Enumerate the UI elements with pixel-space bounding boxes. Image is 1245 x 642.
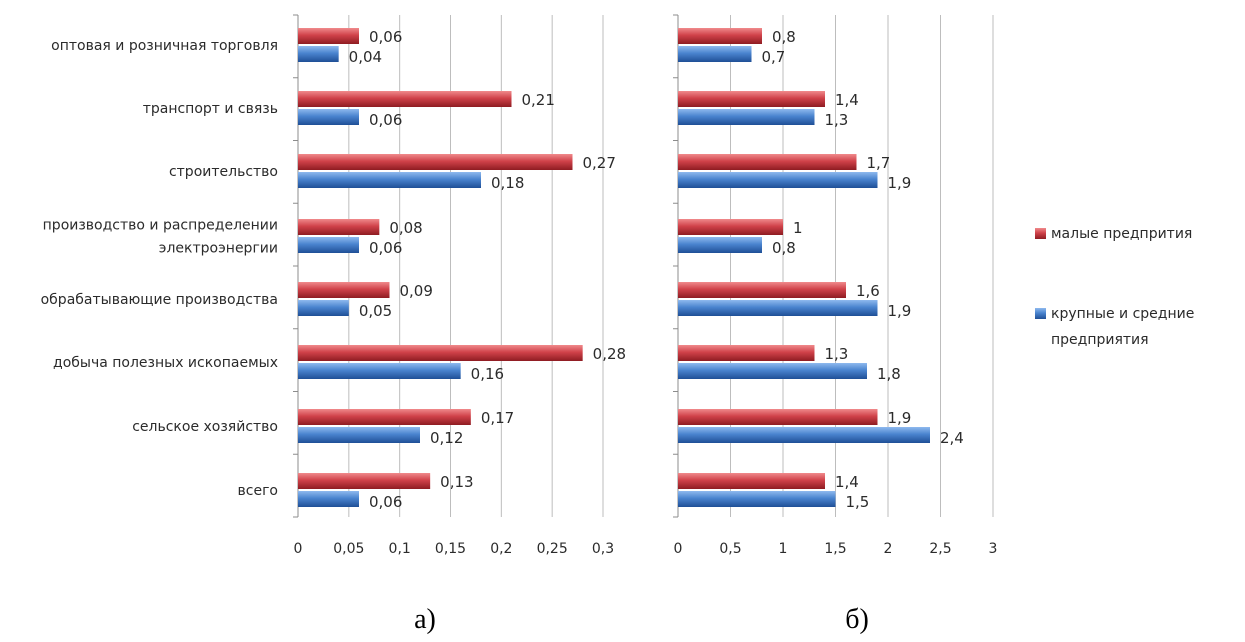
panel-b-value-label: 1,9 [888, 174, 912, 192]
panel-b-value-label: 0,8 [772, 28, 796, 46]
panel-b-value-label: 1,9 [888, 409, 912, 427]
panel-a-value-label: 0,16 [471, 365, 504, 383]
category-label: электроэнергии [159, 241, 278, 257]
panel-a-value-label: 0,17 [481, 409, 514, 427]
panel-b-bar-large [678, 427, 930, 443]
panel-b-tick-label: 1,5 [824, 541, 846, 557]
panel-b-bar-large [678, 363, 867, 379]
legend-swatch-large [1035, 308, 1046, 319]
panel-a-value-label: 0,06 [369, 493, 402, 511]
panel-a-value-label: 0,28 [593, 345, 626, 363]
legend: малые предпрития крупные и средние предпри… [1035, 226, 1194, 348]
panel-a-bar-small [298, 154, 573, 170]
panel-b-value-label: 0,7 [762, 48, 786, 66]
panel-a-value-label: 0,06 [369, 28, 402, 46]
category-label: сельское хозяйство [132, 419, 278, 435]
panel-a-value-label: 0,18 [491, 174, 524, 192]
panel-a-value-label: 0,12 [430, 429, 463, 447]
category-label: производство и распределении [43, 218, 278, 234]
panel-a-bar-small [298, 28, 359, 44]
panel-a-bar-large [298, 172, 481, 188]
panel-b-value-label: 1,4 [835, 473, 859, 491]
panel-a-bar-small [298, 473, 431, 489]
panel-a-value-label: 0,27 [583, 154, 616, 172]
panel-b-bar-small [678, 154, 857, 170]
panel-b-bar-small [678, 219, 783, 235]
legend-label-small: малые предпрития [1051, 226, 1192, 242]
panel-b-bar-large [678, 46, 752, 62]
panel-b-bar-small [678, 409, 878, 425]
category-label: обрабатывающие производства [41, 292, 278, 308]
panel-a-bar-large [298, 427, 420, 443]
panel-b-bar-large [678, 237, 762, 253]
panel-a-tick-label: 0,2 [490, 541, 512, 557]
panel-a-chart: 0 0,05 0,1 0,15 0,2 0,25 0,3 0,06 0,21 0,27 0,08 0,… [41, 14, 626, 557]
legend-label-large: крупные и средние [1051, 306, 1194, 322]
panel-b-bar-large [678, 172, 878, 188]
panel-b-value-label: 1,8 [877, 365, 901, 383]
panel-b-tick-label: 2 [884, 541, 893, 557]
panel-a-bar-large [298, 237, 359, 253]
panel-b-tick-label: 2,5 [929, 541, 951, 557]
panel-b-value-label: 1 [793, 219, 803, 237]
panel-b-bar-small [678, 345, 815, 361]
panel-b-caption: б) [845, 604, 869, 635]
legend-swatch-small [1035, 228, 1046, 239]
panel-a-value-label: 0,08 [389, 219, 422, 237]
panel-a-value-label: 0,21 [522, 91, 555, 109]
category-label: транспорт и связь [143, 101, 278, 117]
category-label: добыча полезных ископаемых [53, 355, 278, 371]
panel-a-value-label: 0,05 [359, 302, 392, 320]
category-label: строительство [169, 164, 278, 180]
legend-label-large: предприятия [1051, 332, 1149, 348]
category-label: всего [238, 483, 278, 499]
panel-a-bar-large [298, 363, 461, 379]
panel-a-bar-large [298, 300, 349, 316]
panel-b-bar-large [678, 491, 836, 507]
panel-b-value-label: 1,3 [825, 111, 849, 129]
category-label: оптовая и розничная торговля [51, 38, 278, 54]
panel-b-value-label: 1,7 [867, 154, 891, 172]
panel-a-bar-large [298, 46, 339, 62]
panel-a-bar-small [298, 409, 471, 425]
panel-b-value-label: 0,8 [772, 239, 796, 257]
panel-a-tick-label: 0,1 [389, 541, 411, 557]
panel-b-bar-small [678, 473, 825, 489]
panel-b-value-label: 1,9 [888, 302, 912, 320]
panel-b-bar-small [678, 282, 846, 298]
panel-a-tick-label: 0,25 [537, 541, 568, 557]
panel-b-value-label: 2,4 [940, 429, 964, 447]
panel-a-bar-large [298, 109, 359, 125]
panel-b-bar-large [678, 109, 815, 125]
panel-a-caption: а) [414, 604, 436, 635]
panel-b-bar-small [678, 28, 762, 44]
panel-b-value-label: 1,3 [825, 345, 849, 363]
panel-a-bar-large [298, 491, 359, 507]
panel-b-value-label: 1,6 [856, 282, 880, 300]
panel-b-tick-label: 0,5 [719, 541, 741, 557]
panel-a-bar-small [298, 282, 390, 298]
panel-b-bar-small [678, 91, 825, 107]
panel-a-tick-label: 0,15 [435, 541, 466, 557]
panel-b-tick-label: 1 [779, 541, 788, 557]
panel-a-value-label: 0,06 [369, 111, 402, 129]
panel-a-bar-small [298, 219, 380, 235]
panel-b-tick-label: 3 [989, 541, 998, 557]
panel-a-value-label: 0,04 [349, 48, 382, 66]
panel-a-bar-small [298, 345, 583, 361]
panel-b-tick-label: 0 [674, 541, 683, 557]
panel-a-tick-label: 0,3 [592, 541, 614, 557]
panel-b-value-label: 1,5 [846, 493, 870, 511]
panel-a-bar-small [298, 91, 512, 107]
panel-a-value-label: 0,13 [440, 473, 473, 491]
panel-a-value-label: 0,06 [369, 239, 402, 257]
panel-b-value-label: 1,4 [835, 91, 859, 109]
panel-a-value-label: 0,09 [400, 282, 433, 300]
panel-a-tick-label: 0,05 [333, 541, 364, 557]
panel-b-chart: 0 0,5 1 1,5 2 2,5 3 0,8 1,4 1,7 1 1,6 1,3 1,9 1,4 0,7 1,… [673, 14, 998, 557]
panel-a-tick-label: 0 [294, 541, 303, 557]
panel-b-bar-large [678, 300, 878, 316]
